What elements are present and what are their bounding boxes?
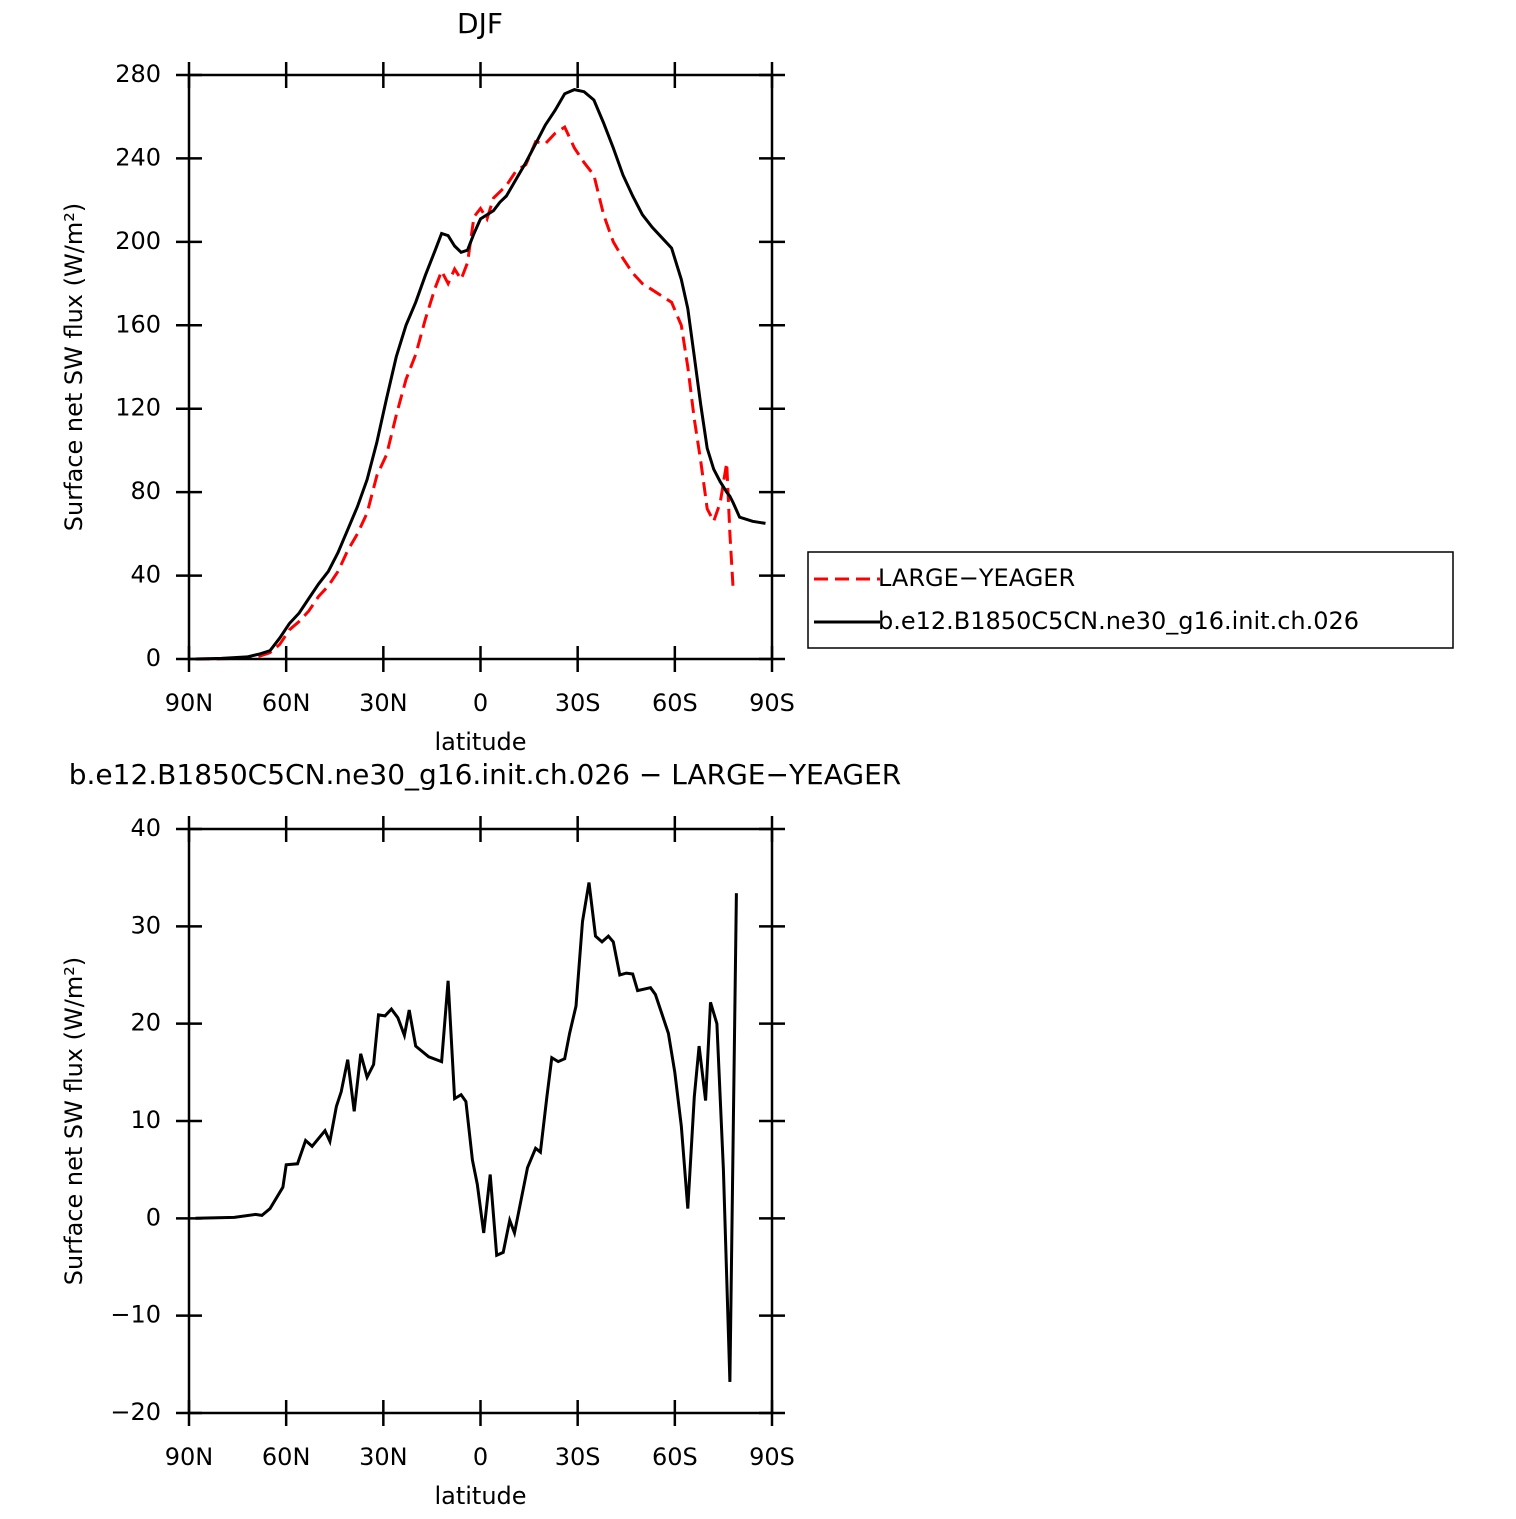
plot-frame <box>187 827 774 1415</box>
x-tick-label: 30N <box>359 1443 408 1471</box>
x-tick-label: 60N <box>262 1443 311 1471</box>
y-tick-label: 10 <box>130 1106 161 1134</box>
x-tick-label: 90S <box>749 1443 795 1471</box>
y-tick-label: 40 <box>130 814 161 842</box>
data-line <box>195 124 735 661</box>
y-axis-label: Surface net SW flux (W/m²) <box>60 203 88 531</box>
x-tick-label: 60S <box>652 1443 698 1471</box>
x-tick-label: 30N <box>359 689 408 717</box>
x-tick-label: 30S <box>555 689 601 717</box>
chart-title: DJF <box>457 7 503 40</box>
x-axis-label: latitude <box>434 1482 526 1510</box>
x-tick-label: 60N <box>262 689 311 717</box>
y-tick-label: 120 <box>115 394 161 422</box>
chart-title: b.e12.B1850C5CN.ne30_g16.init.ch.026 − L… <box>69 758 902 791</box>
y-tick-label: 160 <box>115 310 161 338</box>
y-tick-label: 30 <box>130 911 161 939</box>
x-tick-label: 0 <box>473 1443 488 1471</box>
x-tick-label: 30S <box>555 1443 601 1471</box>
y-tick-label: 240 <box>115 143 161 171</box>
data-line <box>195 882 738 1382</box>
data-line <box>195 88 766 661</box>
x-tick-label: 0 <box>473 689 488 717</box>
y-tick-label: 280 <box>115 60 161 88</box>
plot-area <box>195 88 766 661</box>
x-tick-label: 90N <box>165 689 214 717</box>
plot-area <box>195 882 738 1382</box>
y-tick-label: 80 <box>130 477 161 505</box>
y-axis-label: Surface net SW flux (W/m²) <box>60 957 88 1285</box>
y-tick-label: 40 <box>130 561 161 589</box>
y-tick-label: −20 <box>110 1398 161 1426</box>
x-tick-label: 90S <box>749 689 795 717</box>
x-tick-label: 60S <box>652 689 698 717</box>
y-tick-label: 20 <box>130 1009 161 1037</box>
x-axis-label: latitude <box>434 728 526 756</box>
legend-label: b.e12.B1850C5CN.ne30_g16.init.ch.026 <box>878 607 1359 635</box>
x-tick-label: 90N <box>165 1443 214 1471</box>
plot-frame <box>187 73 774 661</box>
y-tick-label: 200 <box>115 227 161 255</box>
y-tick-label: −10 <box>110 1301 161 1329</box>
y-tick-label: 0 <box>146 1203 161 1231</box>
y-tick-label: 0 <box>146 644 161 672</box>
legend-box <box>807 551 1454 649</box>
legend-label: LARGE−YEAGER <box>878 564 1075 592</box>
